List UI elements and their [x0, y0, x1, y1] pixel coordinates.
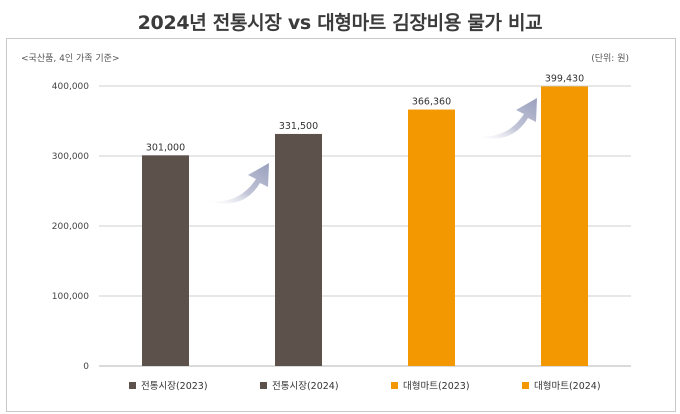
data-labels: 301,000 331,500 366,360 399,430 [146, 73, 584, 153]
bar [408, 109, 455, 366]
y-tick-label: 300,000 [52, 152, 89, 162]
bar-value-label: 331,500 [279, 121, 318, 132]
bar-value-label: 366,360 [412, 97, 451, 108]
bar [541, 86, 588, 367]
legend-label: 전통시장(2024) [272, 381, 339, 392]
bar-value-label: 399,430 [545, 73, 584, 84]
y-tick-label: 200,000 [52, 222, 89, 232]
bars [142, 86, 588, 367]
legend-swatch [391, 382, 398, 389]
legend-label: 대형마트(2024) [534, 381, 601, 392]
legend-swatch [522, 382, 529, 389]
chart-title: 2024년 전통시장 vs 대형마트 김장비용 물가 비교 [137, 12, 543, 34]
unit-note-left: <국산품, 4인 가족 기준> [21, 53, 120, 64]
bar-value-label: 301,000 [146, 142, 185, 153]
unit-note-right: (단위: 원) [591, 53, 629, 64]
y-tick-label: 100,000 [52, 292, 89, 302]
increase-arrows [207, 98, 537, 204]
increase-arrow-icon [475, 98, 537, 139]
legend: 전통시장(2023) 전통시장(2024) 대형마트(2023) 대형마트(2024) [129, 381, 601, 392]
bar-chart: <국산품, 4인 가족 기준> (단위: 원) 0 100,000 200,000 3… [21, 53, 631, 392]
legend-swatch [260, 382, 267, 389]
legend-label: 전통시장(2023) [141, 381, 208, 392]
y-tick-label: 400,000 [52, 82, 89, 92]
legend-swatch [129, 382, 136, 389]
chart-frame: <국산품, 4인 가족 기준> (단위: 원) 0 100,000 200,000 3… [6, 38, 676, 412]
legend-label: 대형마트(2023) [403, 381, 470, 392]
bar [142, 155, 189, 366]
increase-arrow-icon [207, 163, 269, 204]
y-tick-label: 0 [83, 362, 89, 372]
bar [275, 133, 322, 366]
y-axis: 0 100,000 200,000 300,000 400,000 [52, 82, 89, 372]
